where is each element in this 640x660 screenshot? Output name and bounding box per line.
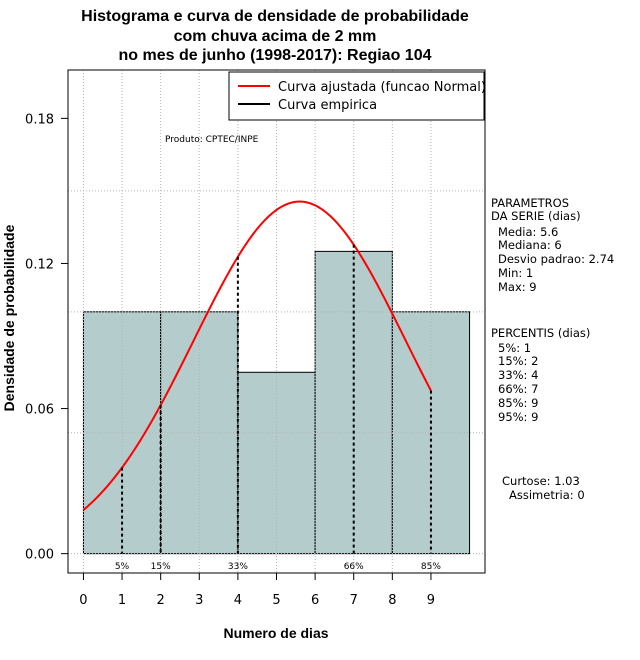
shape-block: Curtose: 1.03 Assimetria: 0 xyxy=(502,474,585,502)
percentile-label-33: 33% xyxy=(228,562,248,572)
histogram-bar-3 xyxy=(237,371,316,555)
x-tick-label-5: 5 xyxy=(272,593,280,608)
parameters-block: PARAMETROS DA SERIE (dias) Media: 5.6 Me… xyxy=(491,196,614,294)
percentile-66: 66%: 7 xyxy=(498,382,538,396)
param-max: Max: 9 xyxy=(498,280,537,294)
x-tick-label-6: 6 xyxy=(311,593,319,608)
percentiles-block: PERCENTIS (dias) 5%: 1 15%: 2 33%: 4 66%… xyxy=(491,326,590,424)
y-axis-title: Densidade de probabilidade xyxy=(1,224,17,411)
plot-area: 5% 15% 33% 66% 85% xyxy=(68,69,485,573)
x-tick-label-4: 4 xyxy=(234,593,242,608)
skewness-value: Assimetria: 0 xyxy=(509,488,585,502)
param-std-dev: Desvio padrao: 2.74 xyxy=(498,252,614,266)
x-tick-label-0: 0 xyxy=(79,593,87,608)
percentile-label-15: 15% xyxy=(151,562,171,572)
percentile-15: 15%: 2 xyxy=(498,354,538,368)
fitted-normal-curve xyxy=(82,200,432,511)
param-median: Mediana: 6 xyxy=(498,238,562,252)
percentile-label-5: 5% xyxy=(115,562,130,572)
legend-box xyxy=(228,71,485,121)
parameters-heading: PARAMETROS xyxy=(491,196,569,210)
x-axis: 0 1 2 3 4 5 6 7 8 9 xyxy=(79,572,435,608)
x-axis-title: Numero de dias xyxy=(223,625,328,641)
percentile-85: 85%: 9 xyxy=(498,396,538,410)
x-tick-label-8: 8 xyxy=(388,593,396,608)
param-min: Min: 1 xyxy=(498,266,533,280)
x-tick-label-2: 2 xyxy=(157,593,165,608)
y-tick-label-0: 0.00 xyxy=(25,548,54,563)
x-tick-label-1: 1 xyxy=(118,593,126,608)
y-tick-label-3: 0.18 xyxy=(25,112,54,127)
percentile-33: 33%: 4 xyxy=(498,368,538,382)
chart-title-line-2: com chuva acima de 2 mm xyxy=(174,28,377,45)
y-tick-label-1: 0.06 xyxy=(25,403,54,418)
y-tick-label-2: 0.12 xyxy=(25,257,54,272)
x-tick-label-3: 3 xyxy=(195,593,203,608)
percentile-95: 95%: 9 xyxy=(498,410,538,424)
source-note: Produto: CPTEC/INPE xyxy=(165,135,259,145)
y-axis: 0.00 0.06 0.12 0.18 xyxy=(25,112,69,563)
x-tick-label-9: 9 xyxy=(427,593,435,608)
x-tick-label-7: 7 xyxy=(350,593,358,608)
param-mean: Media: 5.6 xyxy=(498,225,558,239)
percentile-label-66: 66% xyxy=(344,562,364,572)
percentile-label-85: 85% xyxy=(421,562,441,572)
percentile-5: 5%: 1 xyxy=(498,341,531,355)
kurtosis-value: Curtose: 1.03 xyxy=(502,474,580,488)
legend-label-empirical-curve: Curva empirica xyxy=(278,98,377,113)
legend: Curva ajustada (funcao Normal) Curva emp… xyxy=(228,71,486,121)
percentiles-heading: PERCENTIS (dias) xyxy=(491,326,590,340)
chart-title-line-3: no mes de junho (1998-2017): Regiao 104 xyxy=(119,47,432,64)
chart-title-line-1: Histograma e curva de densidade de proba… xyxy=(81,8,469,25)
parameters-subheading: DA SERIE (dias) xyxy=(491,209,581,223)
legend-label-fitted-curve: Curva ajustada (funcao Normal) xyxy=(278,80,486,95)
